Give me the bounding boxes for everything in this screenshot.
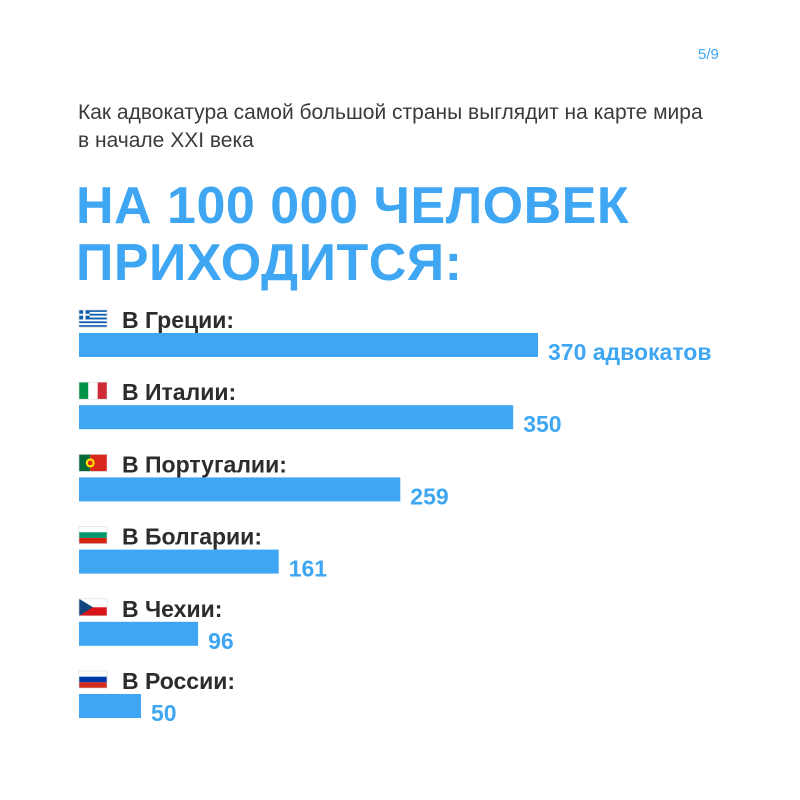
value-label: 161	[289, 556, 328, 582]
russia-flag-icon	[78, 670, 108, 689]
bar-group: В Португалии: 259	[78, 451, 449, 509]
bulgaria-flag-icon	[78, 526, 108, 544]
italy-flag-icon	[78, 381, 108, 400]
bar-group: В Чехии: 96	[78, 596, 234, 654]
value-label: 350	[523, 411, 561, 437]
country-label: В Италии:	[122, 379, 236, 405]
value-label: 370 адвокатов	[548, 339, 712, 365]
greece-flag-icon	[78, 309, 108, 328]
bar	[79, 333, 538, 357]
subtitle: Как адвокатура самой большой страны выгл…	[78, 101, 703, 152]
country-label: В Греции:	[122, 307, 234, 333]
value-label: 50	[151, 700, 177, 726]
bar	[79, 549, 279, 574]
bar	[79, 621, 199, 646]
headline: НА 100 000 ЧЕЛОВЕК ПРИХОДИТСЯ:	[76, 177, 630, 292]
country-label: В России:	[122, 668, 235, 694]
country-label: В Болгарии:	[122, 524, 262, 550]
bar-group: В Италии: 350	[78, 379, 562, 437]
bar	[79, 405, 514, 430]
country-label: В Португалии:	[122, 451, 287, 477]
value-label: 259	[410, 483, 448, 509]
page-number: 5/9	[698, 46, 719, 63]
value-label: 96	[208, 628, 234, 654]
bar-group: В Греции: 370 адвокатов	[78, 307, 712, 365]
bar	[79, 694, 142, 718]
bar-group: В Болгарии: 161	[78, 524, 328, 582]
bar	[79, 477, 401, 502]
country-label: В Чехии:	[122, 596, 222, 622]
bar-group: В России: 50	[78, 668, 235, 726]
portugal-flag-icon	[78, 454, 108, 472]
czech-flag-icon	[78, 598, 108, 617]
